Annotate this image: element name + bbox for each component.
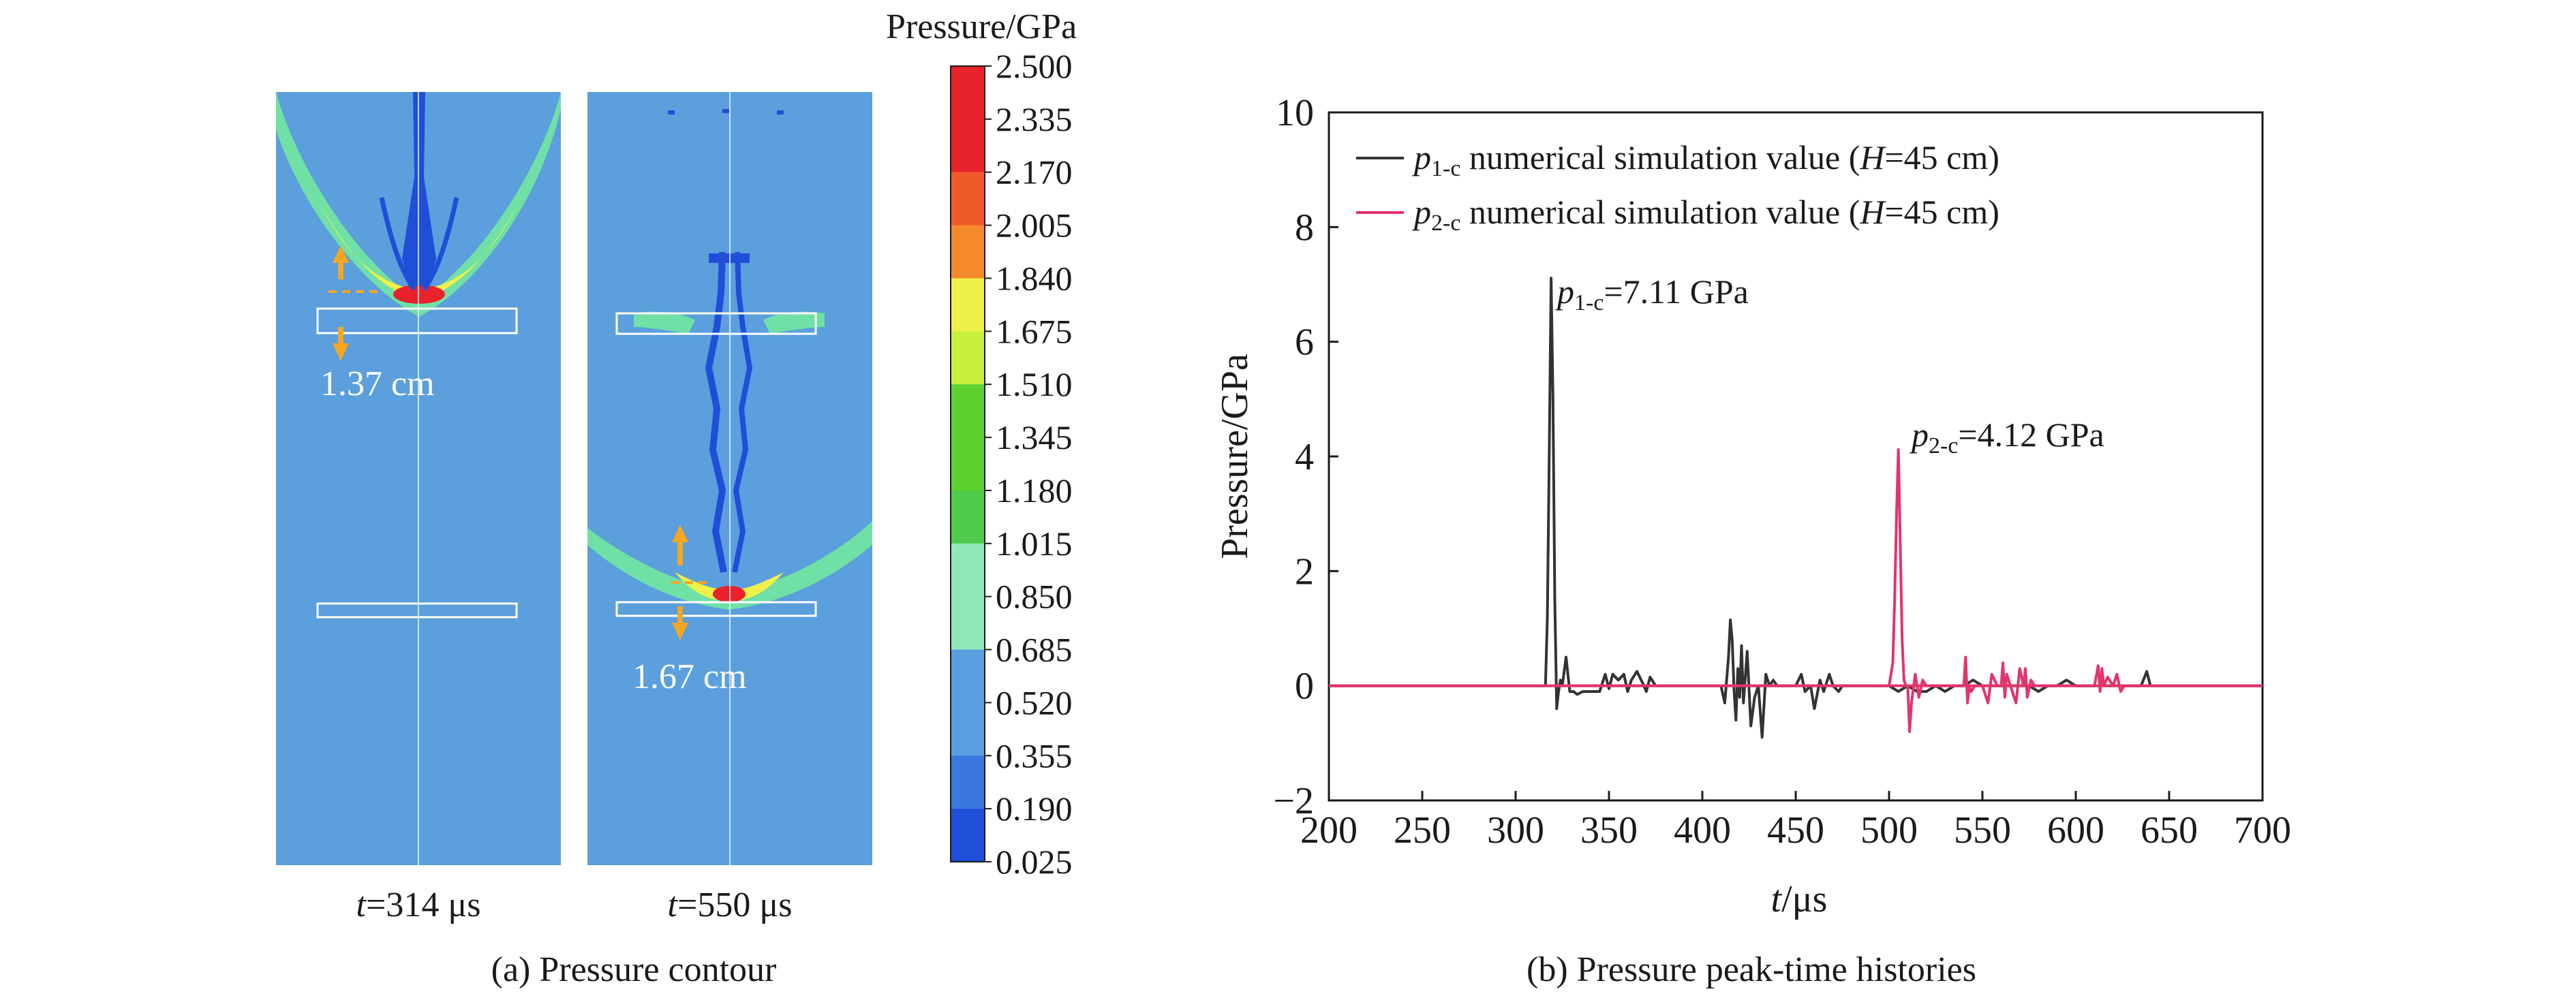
- contour-right-arrow-down: [672, 606, 688, 640]
- contour-right-top-mark-1: [668, 110, 675, 114]
- x-tick-label: 400: [1674, 809, 1731, 852]
- colorbar-segment: [951, 702, 985, 756]
- colorbar-segment: [951, 66, 985, 120]
- colorbar: 2.500 2.335 2.170 2.005 1.840 1.675 1.510 1.345…: [950, 47, 1073, 881]
- contour-right: 1.67 cm: [587, 92, 872, 865]
- colorbar-segment: [951, 596, 985, 651]
- y-tick-label: 10: [1276, 92, 1314, 134]
- contour-left-arrow-up: [333, 245, 349, 279]
- colorbar-tick-label: 1.180: [996, 471, 1073, 510]
- colorbar-tick-label: 0.355: [996, 736, 1073, 775]
- x-axis-label: t/μs: [1771, 878, 1828, 920]
- contour-left-plate-1: [316, 307, 518, 334]
- colorbar-segment: [951, 119, 985, 173]
- contour-right-arc-yellow: [675, 572, 784, 601]
- colorbar-segment: [951, 649, 985, 703]
- x-tick-label: 600: [2047, 809, 2104, 852]
- colorbar-tick-label: 2.170: [996, 153, 1073, 191]
- y-tick-label: 6: [1295, 322, 1314, 364]
- series-line-1: [1329, 277, 2263, 739]
- legend-entry-2: p2-c numerical simulation value (H=45 cm…: [1412, 193, 1999, 236]
- colorbar-title: Pressure/GPa: [886, 7, 1077, 46]
- contour-right-plate-2: [615, 601, 817, 617]
- x-tick-label: 250: [1394, 809, 1451, 852]
- y-tick-label: 2: [1295, 550, 1314, 593]
- colorbar-segment: [951, 809, 985, 862]
- contour-right-plate1-green-l: [634, 311, 695, 334]
- contour-right-distance: 1.67 cm: [632, 657, 747, 696]
- x-tick-label: 650: [2141, 809, 2198, 852]
- colorbar-frame: [950, 65, 985, 862]
- x-tick-label: 300: [1487, 809, 1544, 852]
- colorbar-segment: [951, 331, 985, 385]
- colorbar-tick-label: 2.500: [996, 47, 1073, 85]
- legend: p1-c numerical simulation value (H=45 cm…: [1356, 138, 1999, 236]
- x-tick-label: 550: [1954, 809, 2011, 852]
- panel-a-caption: (a) Pressure contour: [491, 950, 777, 989]
- contour-left-jet-wing-r: [422, 197, 459, 292]
- y-axis-label: Pressure/GPa: [1214, 354, 1256, 559]
- line-chart: 200 250 300 350 400 450 500 550 600 650 700 −2 0 2 4 6 8…: [1273, 92, 2291, 852]
- contour-left-arrow-down: [333, 327, 349, 361]
- colorbar-segment: [951, 755, 985, 809]
- contour-right-plate1-green-r: [763, 311, 825, 334]
- contour-right-arrow-up: [672, 525, 688, 565]
- colorbar-tick-label: 0.850: [996, 578, 1073, 616]
- peak-annotation-1: p1-c=7.11 GPa: [1555, 272, 1749, 315]
- x-tick-label: 200: [1300, 809, 1358, 852]
- colorbar-segment: [951, 172, 985, 226]
- series-line-2: [1329, 448, 2263, 733]
- panel-b-caption: (b) Pressure peak-time histories: [1527, 950, 1976, 989]
- colorbar-tick-label: 1.840: [996, 259, 1073, 297]
- y-tick-label: 4: [1295, 436, 1314, 478]
- contour-right-jet-2: [732, 251, 753, 573]
- colorbar-tick-label: 1.345: [996, 418, 1073, 456]
- colorbar-segment: [951, 437, 985, 491]
- colorbar-segment: [951, 225, 985, 279]
- x-tick-label: 500: [1860, 809, 1918, 852]
- colorbar-tick-label: 0.190: [996, 790, 1073, 828]
- peak-annotation-2: p2-c=4.12 GPa: [1910, 416, 2104, 458]
- contour-right-top-mark-3: [777, 110, 784, 114]
- colorbar-tick-label: 2.005: [996, 206, 1073, 245]
- colorbar-segment: [951, 543, 985, 597]
- colorbar-tick-label: 2.335: [996, 100, 1073, 138]
- colorbar-tick-label: 1.510: [996, 365, 1073, 403]
- colorbar-segment: [951, 490, 985, 544]
- x-tick-label: 700: [2234, 809, 2291, 852]
- contour-left-jet-wing-l: [379, 197, 416, 292]
- x-tick-label: 350: [1580, 809, 1638, 852]
- contour-right-arc-outer: [587, 521, 872, 610]
- contour-left: 1.37 cm: [276, 92, 561, 865]
- colorbar-segment: [951, 278, 985, 332]
- contour-left-plate-2: [316, 602, 518, 619]
- contour-right-top-mark-2: [722, 109, 729, 113]
- colorbar-tick-label: 1.675: [996, 312, 1073, 350]
- colorbar-tick-label: 1.015: [996, 525, 1073, 563]
- y-tick-label: 0: [1295, 666, 1314, 708]
- legend-entry-1: p1-c numerical simulation value (H=45 cm…: [1412, 138, 1999, 181]
- contour-left-time-label: t=314 μs: [356, 886, 481, 924]
- colorbar-tick-label: 0.685: [996, 631, 1073, 669]
- contour-right-jet: [705, 251, 727, 573]
- y-tick-label: −2: [1273, 780, 1314, 822]
- x-tick-label: 450: [1767, 809, 1824, 852]
- y-tick-label: 8: [1295, 206, 1314, 249]
- contour-right-plate-1: [615, 312, 817, 335]
- contour-left-distance: 1.37 cm: [320, 364, 435, 403]
- colorbar-tick-label: 0.025: [996, 843, 1073, 881]
- colorbar-segment: [951, 384, 985, 438]
- contour-right-time-label: t=550 μs: [668, 886, 793, 924]
- colorbar-tick-label: 0.520: [996, 683, 1073, 721]
